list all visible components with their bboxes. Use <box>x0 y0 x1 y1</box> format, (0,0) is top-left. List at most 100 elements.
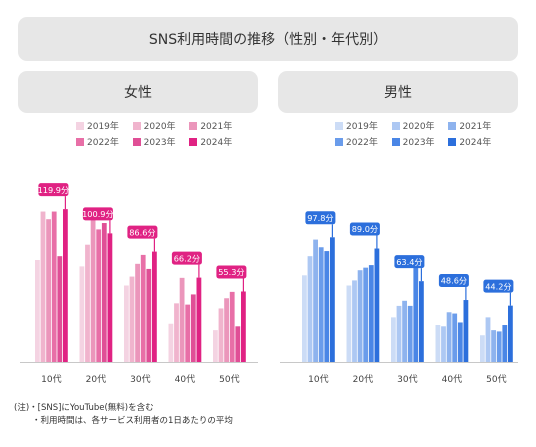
male-panel-header: 男性 <box>278 71 518 113</box>
female-bar-6 <box>152 251 157 362</box>
female-data-label: 86.6分 <box>129 227 155 237</box>
female-bar-4 <box>229 291 235 362</box>
female-bar-3 <box>224 298 229 362</box>
male-bar-3 <box>357 270 363 362</box>
female-bar-5 <box>235 326 241 362</box>
female-bar-1 <box>35 260 40 362</box>
female-legend-item: 2024年 <box>189 135 246 148</box>
female-callout-box <box>38 183 69 197</box>
male-legend-swatch <box>448 121 457 130</box>
male-bar-6 <box>508 305 513 362</box>
female-data-label: 66.2分 <box>174 253 200 263</box>
female-callout-box <box>82 207 113 221</box>
female-legend-item: 2019年 <box>76 119 133 132</box>
female-data-label: 55.3分 <box>218 267 244 277</box>
male-bar-6 <box>463 300 469 362</box>
female-bar-2 <box>85 244 90 362</box>
male-legend-swatch <box>335 137 343 146</box>
male-category-label: 40代 <box>442 374 462 385</box>
male-bar-1 <box>391 317 396 362</box>
male-bar-6 <box>419 281 424 362</box>
female-legend: 2019年 2020年 2021年 2022年 2023年 2024年 <box>76 119 246 148</box>
female-bar-5 <box>146 268 152 362</box>
female-legend-label: 2022年 <box>87 138 119 148</box>
male-callout-box <box>349 222 380 236</box>
female-bar-2 <box>129 276 135 362</box>
male-legend-item: 2023年 <box>391 135 449 148</box>
female-bar-3 <box>46 219 51 362</box>
female-category-label: 10代 <box>41 374 61 385</box>
male-legend-swatch <box>391 121 400 130</box>
male-bar-4 <box>363 267 369 362</box>
female-legend-label: 2023年 <box>143 138 176 148</box>
female-category-label: 50代 <box>219 374 239 385</box>
male-bar-1 <box>435 325 441 362</box>
female-bar-1 <box>168 323 174 362</box>
male-callout-box <box>483 279 514 293</box>
female-bar-6 <box>63 209 68 362</box>
male-bar-5 <box>457 322 463 362</box>
male-category-label: 10代 <box>308 374 328 385</box>
female-bar-3 <box>90 216 96 362</box>
female-legend-item: 2020年 <box>132 119 190 132</box>
female-bar-3 <box>135 263 140 362</box>
female-data-label: 119.9分 <box>38 185 70 195</box>
female-bar-5 <box>101 223 107 362</box>
female-category-label: 30代 <box>130 374 150 385</box>
male-legend: 2019年 2020年 2021年 2022年 2023年 2024年 <box>335 119 505 148</box>
male-legend-label: 2019年 <box>346 122 378 132</box>
male-bar-4 <box>496 331 502 362</box>
male-bar-2 <box>485 317 491 362</box>
male-bar-5 <box>368 265 374 362</box>
footnote-2: ・利用時間は、各サービス利用者の1日あたりの平均 <box>32 416 233 426</box>
female-legend-swatch <box>189 137 198 146</box>
female-category-label: 20代 <box>86 374 106 385</box>
male-bar-3 <box>446 312 452 362</box>
female-bar-6 <box>241 291 246 362</box>
male-bar-6 <box>374 248 380 362</box>
male-bar-3 <box>402 300 407 362</box>
male-legend-label: 2021年 <box>459 122 492 132</box>
male-bar-4 <box>452 313 458 362</box>
female-bar-4 <box>185 304 191 362</box>
female-data-label: 100.9分 <box>82 209 114 219</box>
male-legend-item: 2019年 <box>335 119 392 132</box>
footnote-1: (注)・[SNS]にYouTube(無料)を含む <box>14 403 154 413</box>
chart-title: SNS利用時間の推移（性別・年代別） <box>148 32 388 48</box>
male-legend-item: 2021年 <box>448 119 505 132</box>
female-callout-box <box>127 225 158 239</box>
female-legend-swatch <box>76 137 84 146</box>
female-bar-3 <box>179 277 185 362</box>
female-legend-item: 2022年 <box>76 135 133 148</box>
male-callout-box <box>305 211 336 225</box>
female-bar-2 <box>174 303 179 362</box>
female-legend-swatch <box>132 121 141 130</box>
female-legend-swatch <box>76 121 84 130</box>
female-bar-6 <box>196 277 202 362</box>
male-legend-swatch <box>448 137 457 146</box>
male-legend-item: 2024年 <box>448 135 505 148</box>
male-legend-swatch <box>335 121 343 130</box>
female-callout-box <box>171 251 202 265</box>
female-bar-2 <box>218 308 224 362</box>
male-panel-title: 男性 <box>384 85 412 101</box>
male-bar-4 <box>407 305 413 362</box>
male-legend-label: 2023年 <box>402 138 435 148</box>
female-legend-label: 2020年 <box>143 122 176 132</box>
male-legend-item: 2020年 <box>391 119 449 132</box>
male-bar-2 <box>396 305 402 362</box>
male-legend-label: 2020年 <box>402 122 435 132</box>
male-category-label: 50代 <box>486 374 506 385</box>
female-bar-6 <box>107 233 113 362</box>
female-bar-1 <box>213 330 218 362</box>
male-bar-2 <box>352 280 357 362</box>
male-bar-1 <box>302 275 307 362</box>
male-category-label: 20代 <box>353 374 373 385</box>
male-bar-1 <box>346 285 352 362</box>
female-bar-5 <box>190 294 196 362</box>
female-legend-label: 2019年 <box>87 122 119 132</box>
male-bar-4 <box>318 247 324 362</box>
male-callout-box <box>438 274 469 288</box>
male-bar-3 <box>491 330 496 362</box>
male-bar-6 <box>330 237 335 362</box>
